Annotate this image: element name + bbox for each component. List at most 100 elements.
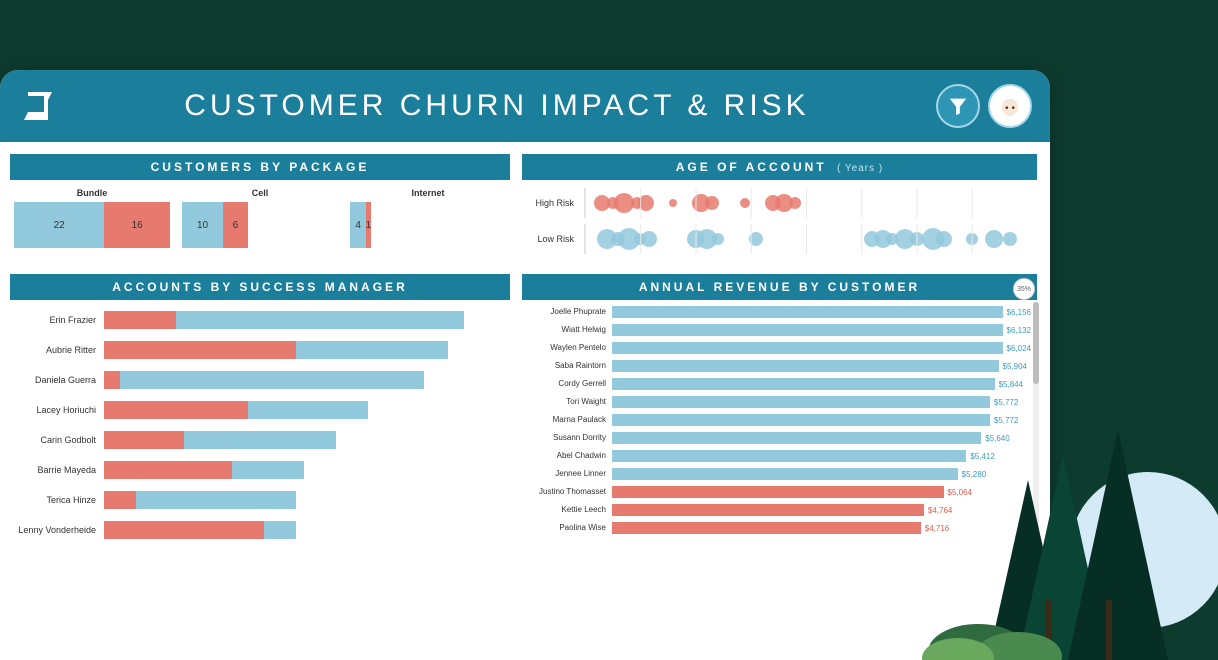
manager-bar[interactable] — [104, 521, 504, 539]
bubble-point[interactable] — [669, 199, 677, 207]
revenue-bar-wrap[interactable]: $5,412 — [612, 450, 1031, 462]
bubble-point[interactable] — [936, 231, 952, 247]
package-segment-low: 22 — [14, 202, 104, 248]
funnel-icon — [947, 95, 969, 117]
revenue-gauge[interactable]: 35% — [1013, 278, 1035, 300]
manager-bar[interactable] — [104, 371, 504, 389]
revenue-row: Jennee Linner$5,280 — [528, 466, 1031, 482]
scatter-row-label: High Risk — [528, 198, 584, 208]
scatter-track[interactable] — [584, 224, 1027, 254]
bubble-point[interactable] — [789, 197, 801, 209]
filter-button[interactable] — [936, 84, 980, 128]
manager-name: Erin Frazier — [16, 315, 104, 325]
dashboard-window: CUSTOMER CHURN IMPACT & RISK CUSTOME — [0, 70, 1050, 660]
bubble-point[interactable] — [749, 232, 763, 246]
manager-bar[interactable] — [104, 491, 504, 509]
manager-name: Daniela Guerra — [16, 375, 104, 385]
scrollbar-thumb[interactable] — [1033, 302, 1039, 384]
manager-name: Terica Hinze — [16, 495, 104, 505]
customer-name: Paolina Wise — [528, 524, 612, 532]
revenue-bar-wrap[interactable]: $5,772 — [612, 414, 1031, 426]
manager-name: Lenny Vonderheide — [16, 525, 104, 535]
package-segment-low: 10 — [182, 202, 223, 248]
panel-accounts-by-manager: ACCOUNTS BY SUCCESS MANAGER Erin Frazier… — [10, 274, 510, 548]
manager-bar[interactable] — [104, 311, 504, 329]
bubble-point[interactable] — [705, 196, 719, 210]
revenue-bar-wrap[interactable]: $4,716 — [612, 522, 1031, 534]
manager-segment-high — [104, 371, 120, 389]
revenue-bar — [612, 360, 999, 372]
assistant-button[interactable] — [988, 84, 1032, 128]
customer-name: Waylen Pentelo — [528, 344, 612, 352]
manager-segment-high — [104, 431, 184, 449]
manager-bar[interactable] — [104, 341, 504, 359]
scatter-track[interactable] — [584, 188, 1027, 218]
revenue-bar-wrap[interactable]: $5,640 — [612, 432, 1031, 444]
package-bar[interactable]: 2216 — [14, 202, 170, 248]
bubble-point[interactable] — [1003, 232, 1017, 246]
revenue-row: Waylen Pentelo$6,024 — [528, 340, 1031, 356]
revenue-value: $5,772 — [994, 416, 1018, 425]
package-label: Cell — [182, 184, 338, 202]
revenue-bar-wrap[interactable]: $6,132 — [612, 324, 1031, 336]
panel-title: ANNUAL REVENUE BY CUSTOMER — [522, 274, 1037, 300]
revenue-bar-wrap[interactable]: $6,156 — [612, 306, 1031, 318]
revenue-bar-wrap[interactable]: $5,904 — [612, 360, 1031, 372]
manager-segment-high — [104, 401, 248, 419]
manager-row: Terica Hinze — [16, 488, 504, 512]
revenue-bar-wrap[interactable]: $6,024 — [612, 342, 1031, 354]
revenue-bar-chart: 35% Joelle Phuprate$6,156Wiatt Helwig$6,… — [522, 300, 1037, 538]
revenue-bar — [612, 396, 990, 408]
customer-name: Justino Thomasset — [528, 488, 612, 496]
revenue-row: Saba Raintorn$5,904 — [528, 358, 1031, 374]
dashboard-header: CUSTOMER CHURN IMPACT & RISK — [0, 70, 1050, 142]
revenue-bar-wrap[interactable]: $5,844 — [612, 378, 1031, 390]
revenue-value: $6,156 — [1007, 308, 1031, 317]
manager-segment-low — [176, 311, 464, 329]
package-column: Internet41 — [350, 184, 506, 248]
manager-name: Carin Godbolt — [16, 435, 104, 445]
revenue-bar — [612, 450, 966, 462]
revenue-bar-wrap[interactable]: $4,764 — [612, 504, 1031, 516]
manager-bar-chart: Erin FrazierAubrie RitterDaniela GuerraL… — [10, 300, 510, 548]
revenue-bar — [612, 522, 921, 534]
package-bar[interactable]: 106 — [182, 202, 338, 248]
revenue-bar-wrap[interactable]: $5,772 — [612, 396, 1031, 408]
manager-segment-high — [104, 491, 136, 509]
revenue-bar-wrap[interactable]: $5,280 — [612, 468, 1031, 480]
revenue-row: Justino Thomasset$5,064 — [528, 484, 1031, 500]
manager-bar[interactable] — [104, 461, 504, 479]
revenue-value: $6,132 — [1007, 326, 1031, 335]
manager-segment-high — [104, 341, 296, 359]
revenue-bar — [612, 324, 1003, 336]
manager-segment-low — [120, 371, 424, 389]
bubble-point[interactable] — [641, 231, 657, 247]
customer-name: Tori Waight — [528, 398, 612, 406]
package-segment-low: 4 — [350, 202, 366, 248]
panel-annual-revenue: ANNUAL REVENUE BY CUSTOMER 35% Joelle Ph… — [522, 274, 1037, 548]
package-bar[interactable]: 41 — [350, 202, 506, 248]
bubble-point[interactable] — [712, 233, 724, 245]
bubble-point[interactable] — [966, 233, 978, 245]
customer-name: Wiatt Helwig — [528, 326, 612, 334]
manager-row: Erin Frazier — [16, 308, 504, 332]
revenue-bar — [612, 432, 981, 444]
dashboard-title: CUSTOMER CHURN IMPACT & RISK — [58, 89, 936, 123]
revenue-row: Kettie Leech$4,764 — [528, 502, 1031, 518]
revenue-row: Wiatt Helwig $6,132 — [528, 322, 1031, 338]
customer-name: Susann Dorrity — [528, 434, 612, 442]
panel-title: AGE OF ACCOUNT ( Years ) — [522, 154, 1037, 180]
revenue-value: $5,280 — [962, 470, 986, 479]
manager-segment-low — [264, 521, 296, 539]
bubble-point[interactable] — [985, 230, 1003, 248]
manager-bar[interactable] — [104, 401, 504, 419]
manager-bar[interactable] — [104, 431, 504, 449]
bubble-point[interactable] — [740, 198, 750, 208]
dashboard-body: CUSTOMERS BY PACKAGE Bundle2216Cell106In… — [0, 142, 1050, 548]
revenue-scrollbar[interactable] — [1033, 302, 1039, 536]
package-label: Bundle — [14, 184, 170, 202]
manager-segment-low — [232, 461, 304, 479]
bubble-point[interactable] — [638, 195, 654, 211]
manager-name: Barrie Mayeda — [16, 465, 104, 475]
revenue-bar-wrap[interactable]: $5,064 — [612, 486, 1031, 498]
